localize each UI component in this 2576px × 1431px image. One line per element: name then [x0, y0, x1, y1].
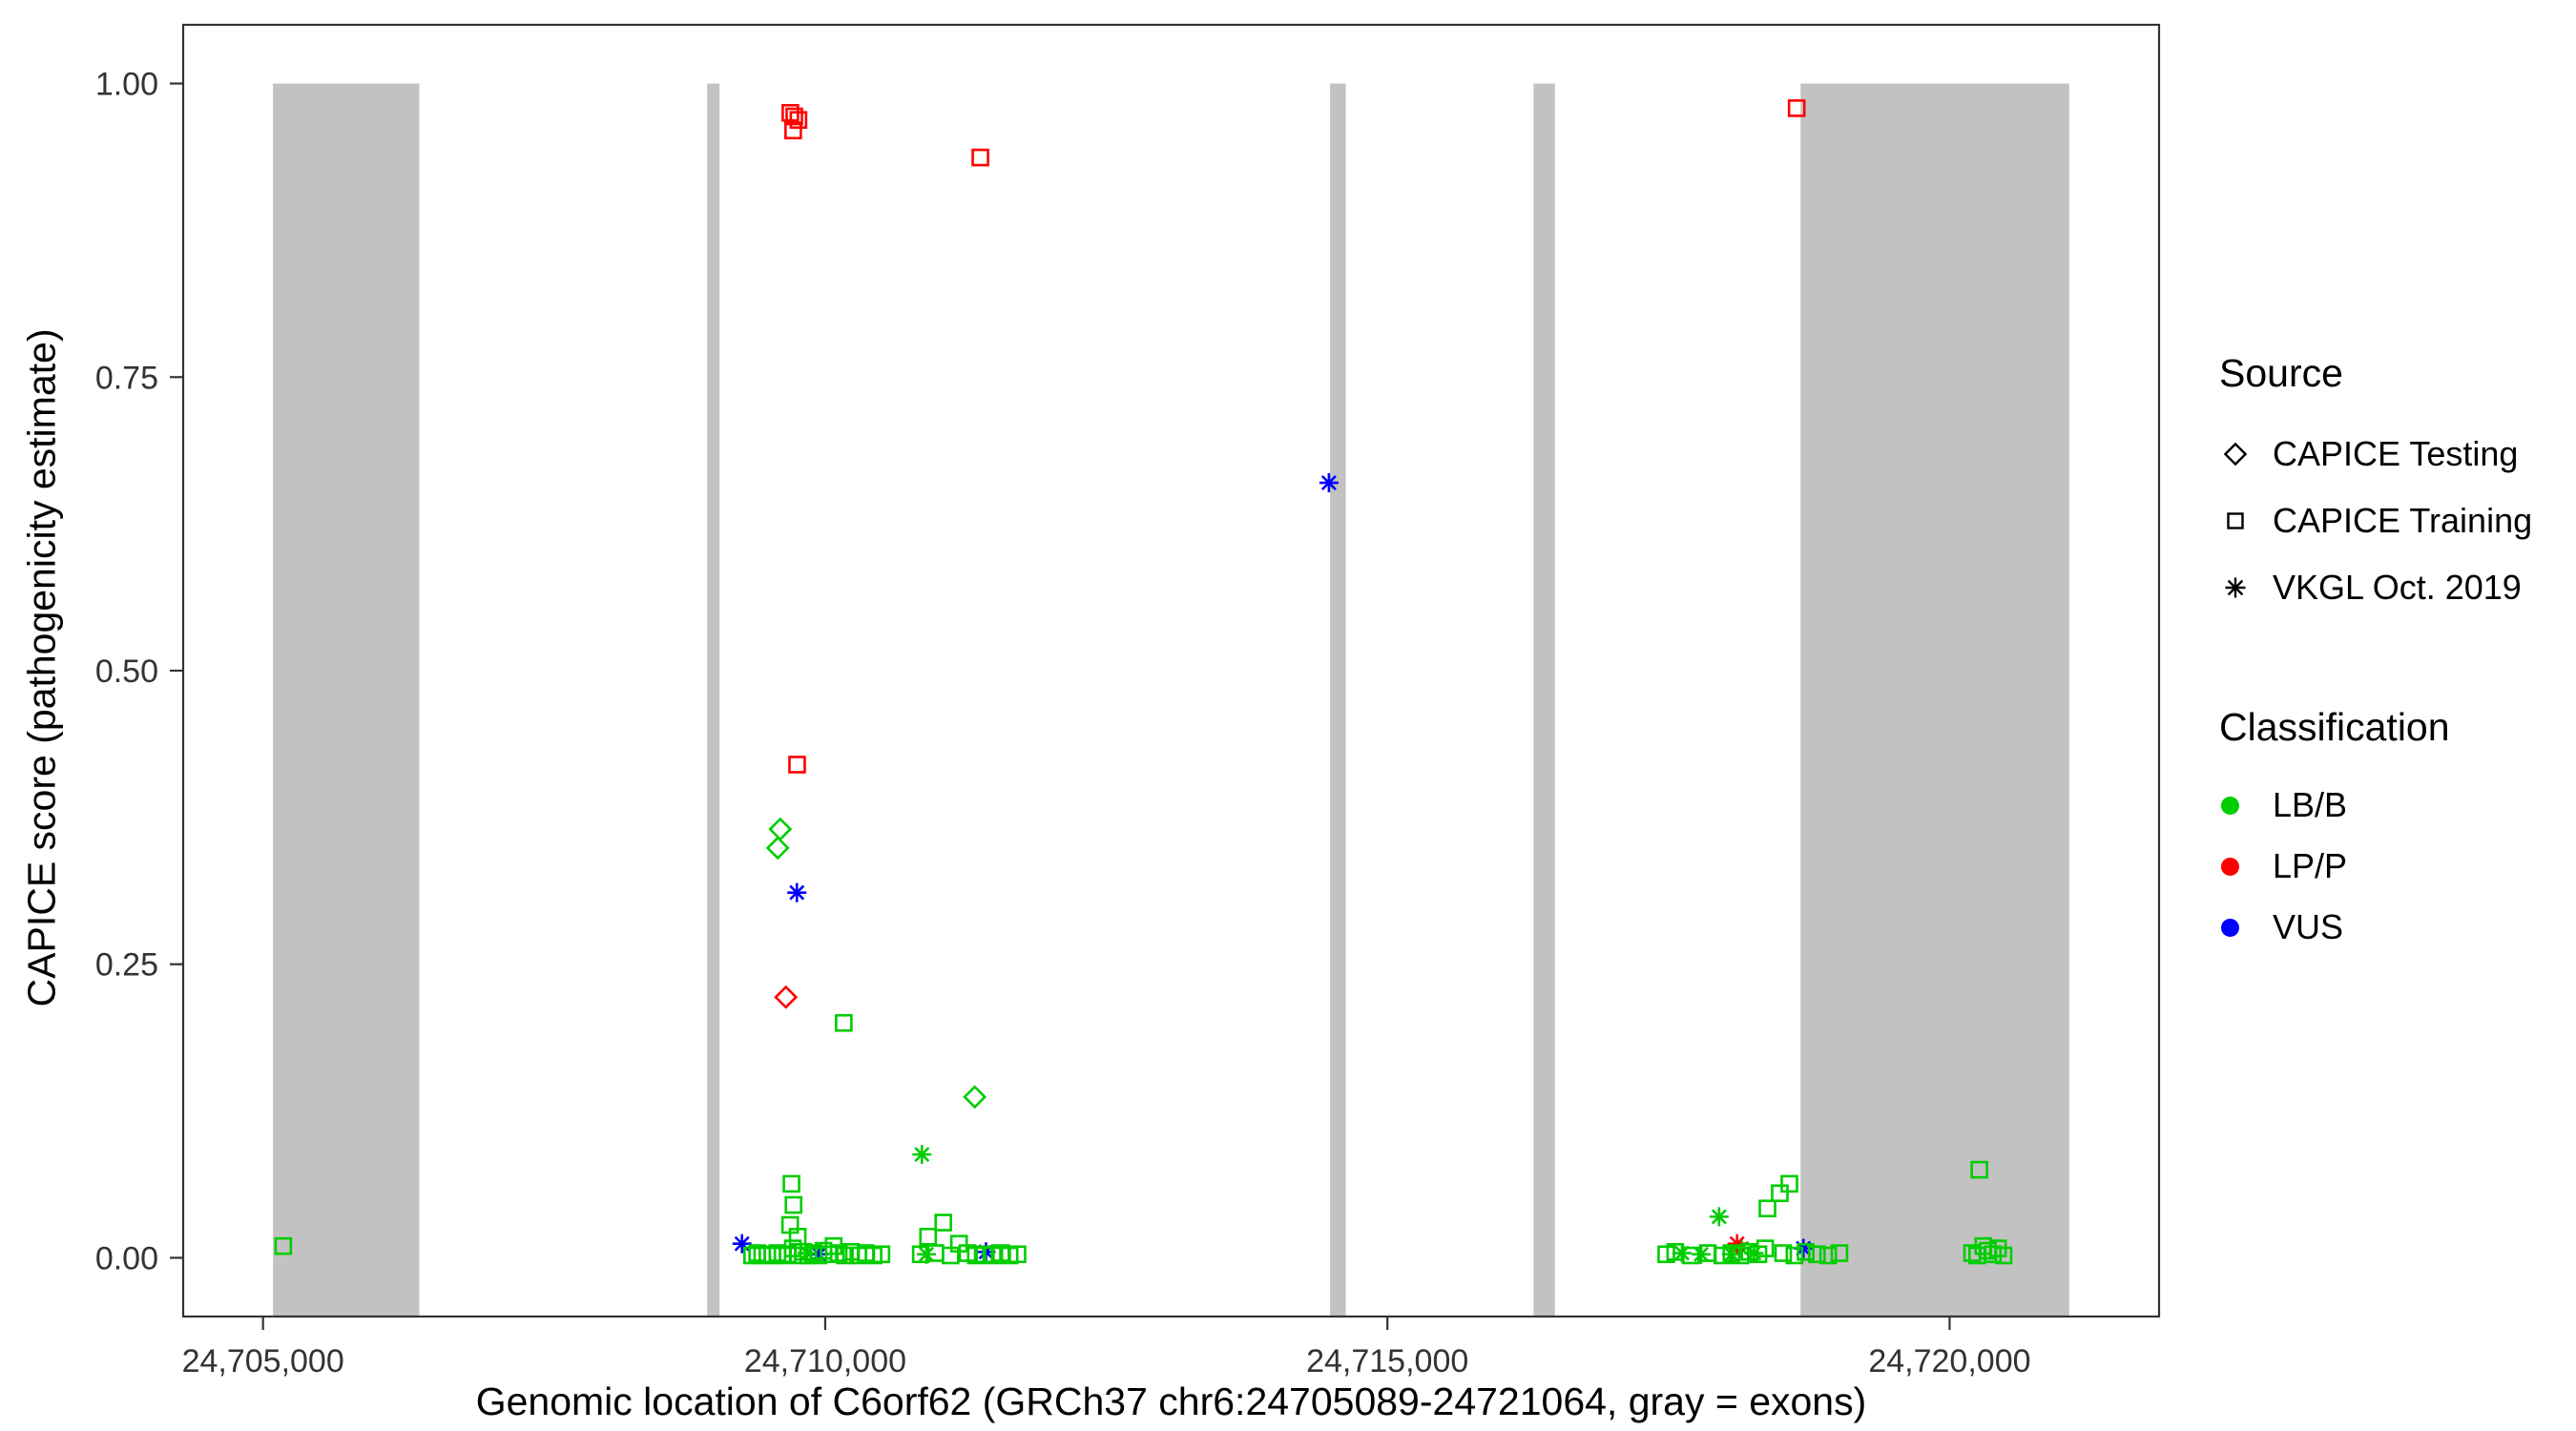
- data-point: [765, 836, 790, 861]
- data-point: [829, 1244, 848, 1262]
- y-tick-label: 0.50: [95, 653, 158, 690]
- legend-label: CAPICE Training: [2273, 501, 2533, 540]
- legend-label: CAPICE Testing: [2273, 434, 2519, 473]
- legend-label: LP/P: [2273, 846, 2348, 885]
- data-point: [836, 1246, 854, 1265]
- data-point: [1780, 1174, 1798, 1193]
- data-point: [1830, 1244, 1849, 1262]
- data-point: [788, 756, 806, 774]
- legend-item-capice-testing: CAPICE Testing: [2219, 421, 2572, 487]
- legend-group-source: Source CAPICE Testing CAPICE Training: [2219, 351, 2572, 621]
- data-point: [919, 1227, 938, 1246]
- blue-dot-icon: [2219, 918, 2273, 937]
- data-point: [963, 1085, 987, 1110]
- y-axis-title: CAPICE score (pathogenicity estimate): [19, 328, 64, 1007]
- data-point: [1711, 1209, 1727, 1225]
- data-point: [872, 1245, 891, 1264]
- legend-item-vkgl: VKGL Oct. 2019: [2219, 554, 2572, 621]
- legend: Source CAPICE Testing CAPICE Training: [2219, 351, 2572, 958]
- data-point: [1774, 1244, 1793, 1262]
- data-point: [1320, 475, 1337, 491]
- data-point: [934, 1213, 952, 1232]
- y-tick-label: 0.00: [95, 1240, 158, 1276]
- data-point: [1657, 1245, 1675, 1264]
- exon-band: [707, 83, 720, 1317]
- legend-label: LB/B: [2273, 785, 2348, 824]
- legend-item-lbb: LB/B: [2219, 775, 2572, 836]
- x-tick-label: 24,715,000: [1306, 1343, 1468, 1379]
- legend-item-vus: VUS: [2219, 897, 2572, 958]
- exon-band: [1330, 83, 1346, 1317]
- data-point: [1984, 1245, 2003, 1264]
- data-point: [1808, 1245, 1826, 1264]
- data-point: [1714, 1246, 1732, 1265]
- data-point: [1970, 1160, 1988, 1179]
- data-point: [1682, 1246, 1700, 1265]
- data-point: [782, 1174, 800, 1193]
- data-point: [1755, 1239, 1775, 1257]
- data-point: [1758, 1199, 1776, 1218]
- legend-item-lpp: LP/P: [2219, 836, 2572, 897]
- data-point: [789, 111, 808, 130]
- data-point: [274, 1236, 293, 1255]
- data-point: [1771, 1184, 1789, 1203]
- red-dot-icon: [2219, 857, 2273, 876]
- data-point: [784, 1195, 802, 1214]
- legend-label: VKGL Oct. 2019: [2273, 568, 2522, 607]
- data-point: [835, 1013, 853, 1032]
- data-point: [1722, 1244, 1741, 1262]
- y-tick-label: 0.25: [95, 947, 158, 984]
- data-point: [789, 884, 805, 901]
- data-point: [919, 1246, 934, 1262]
- x-tick-label: 24,710,000: [744, 1343, 906, 1379]
- green-dot-icon: [2219, 796, 2273, 815]
- data-point: [914, 1147, 930, 1163]
- legend-item-capice-training: CAPICE Training: [2219, 487, 2572, 554]
- x-tick-label: 24,705,000: [182, 1343, 344, 1379]
- data-point: [1008, 1245, 1027, 1264]
- exon-band: [1800, 83, 2069, 1317]
- y-tick-label: 1.00: [95, 67, 158, 103]
- legend-classification-title: Classification: [2219, 705, 2450, 749]
- square-marker-icon: [2219, 505, 2273, 537]
- data-point: [734, 1235, 750, 1252]
- legend-label: VUS: [2273, 907, 2344, 946]
- data-point: [784, 121, 802, 140]
- data-point: [1818, 1246, 1838, 1265]
- data-point: [774, 985, 799, 1009]
- data-point: [1994, 1246, 2013, 1265]
- diamond-marker-icon: [2219, 438, 2273, 470]
- data-point: [971, 148, 989, 167]
- legend-source-title: Source: [2219, 351, 2343, 395]
- exon-band: [1533, 83, 1555, 1317]
- x-axis-title: Genomic location of C6orf62 (GRCh37 chr6…: [475, 1379, 1867, 1423]
- data-point: [809, 1246, 828, 1265]
- data-point: [1787, 99, 1806, 117]
- data-point: [1731, 1246, 1750, 1265]
- x-tick-label: 24,720,000: [1868, 1343, 2030, 1379]
- exon-band: [273, 83, 420, 1317]
- asterisk-marker-icon: [2219, 571, 2273, 604]
- data-point: [1797, 1243, 1815, 1261]
- legend-group-classification: Classification LB/B LP/P VUS: [2219, 705, 2572, 958]
- data-point: [768, 817, 793, 841]
- data-point: [1785, 1246, 1804, 1265]
- y-tick-label: 0.75: [95, 360, 158, 396]
